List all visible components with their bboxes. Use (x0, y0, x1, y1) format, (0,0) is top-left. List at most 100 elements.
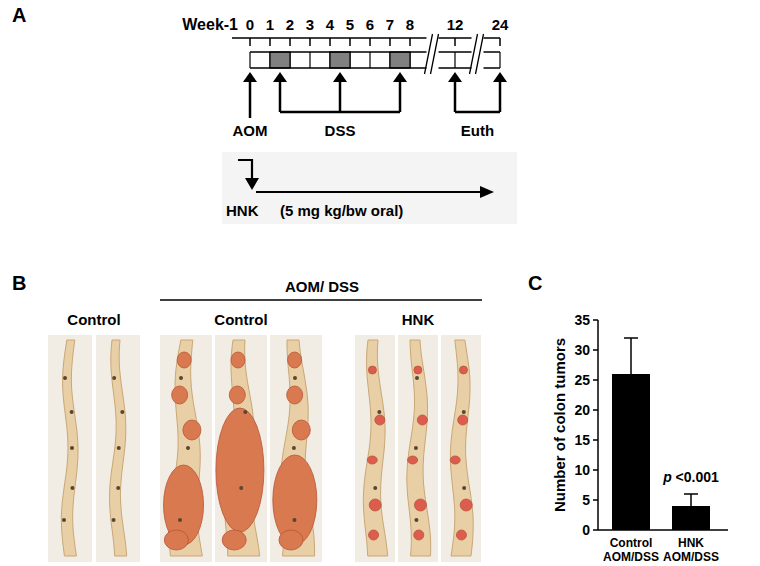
dss-label: DSS (325, 122, 356, 139)
arrow-head (448, 72, 462, 82)
y-tick (593, 349, 598, 351)
tumor (369, 530, 379, 540)
tumor (458, 415, 468, 425)
week-tick-label: 5 (346, 16, 354, 33)
colon (61, 340, 78, 556)
axis-break (431, 34, 439, 74)
timeline-line (250, 51, 270, 53)
y-axis-label: Number of colon tumors (551, 338, 568, 512)
week-tick (269, 38, 271, 46)
y-tick-label: 0 (582, 522, 590, 538)
y-tick (593, 529, 598, 531)
euth-label: Euth (461, 122, 494, 139)
y-tick-label: 20 (574, 402, 590, 418)
tumor (216, 408, 264, 532)
timeline-line (310, 51, 330, 53)
speck (239, 486, 243, 490)
timeline-line (310, 67, 330, 69)
photo (441, 335, 481, 562)
speck (414, 446, 418, 450)
speck (112, 518, 116, 522)
speck (462, 486, 466, 490)
arrow-shaft (399, 80, 402, 112)
error-line (690, 494, 692, 506)
week-tick-label: 7 (386, 16, 394, 33)
speck (179, 376, 183, 380)
speck (415, 376, 419, 380)
timeline-line (390, 51, 410, 53)
arrow-shaft (499, 80, 502, 112)
y-tick (593, 499, 598, 501)
week-tick-label: 2 (286, 16, 294, 33)
tumor (279, 530, 303, 550)
error-bar (684, 494, 698, 506)
week-tick (289, 38, 291, 46)
tumor (375, 415, 385, 425)
timeline-line (439, 51, 456, 53)
photo (96, 335, 140, 562)
speck (112, 376, 116, 380)
timeline-line (484, 37, 501, 39)
speck (63, 376, 67, 380)
tumor (417, 415, 427, 425)
tumor (229, 386, 245, 404)
treatment-box (222, 152, 517, 224)
week-tick (309, 38, 311, 46)
tumor (177, 352, 191, 368)
week-tick (349, 38, 351, 46)
error-cap (684, 493, 698, 495)
speck (116, 486, 120, 490)
week-tick-label: 12 (447, 16, 464, 33)
colon (450, 340, 473, 556)
timeline-line (270, 37, 290, 39)
speck (62, 518, 66, 522)
photo (398, 335, 438, 562)
tumor (450, 456, 460, 464)
week-divider (249, 52, 250, 68)
week-tick (454, 38, 456, 46)
timeline-line (350, 51, 370, 53)
photo (48, 335, 92, 562)
timeline-line (484, 51, 501, 53)
timeline-line (370, 37, 390, 39)
y-tick-label: 25 (574, 372, 590, 388)
colon (407, 340, 431, 556)
timeline-line (410, 37, 427, 39)
arrow-head (333, 72, 347, 82)
speck (70, 486, 74, 490)
speck (292, 446, 296, 450)
week-tick (499, 38, 501, 46)
tumor (456, 530, 466, 540)
label-line: AOM/DSS (603, 550, 659, 564)
category-label: HNKAOM/DSS (663, 536, 719, 564)
speck (462, 410, 466, 414)
bracket (280, 111, 400, 114)
timeline-line (290, 51, 310, 53)
speck (120, 410, 124, 414)
timeline-line (270, 51, 290, 53)
week-label: Week-1 (182, 16, 238, 33)
bar (672, 506, 710, 530)
treatment-label: HNK (226, 202, 259, 219)
timeline-line (390, 67, 410, 69)
week-tick-label: 6 (366, 16, 374, 33)
tumor (287, 386, 303, 404)
week-tick (249, 38, 251, 46)
y-axis (597, 320, 599, 530)
tumor (414, 366, 422, 374)
arrow-head (273, 72, 287, 82)
dss-cell (330, 52, 350, 68)
y-tick (593, 469, 598, 471)
annotation-part: p (662, 469, 672, 485)
y-tick (593, 379, 598, 381)
tumor (231, 352, 245, 368)
y-tick (593, 409, 598, 411)
timeline-line (330, 67, 350, 69)
timeline-line (350, 37, 370, 39)
tumor (459, 366, 467, 374)
week-divider (309, 52, 310, 68)
week-divider (369, 52, 370, 68)
arrow-shaft (279, 80, 282, 112)
timeline-line (439, 67, 456, 69)
timeline-line (484, 67, 501, 69)
